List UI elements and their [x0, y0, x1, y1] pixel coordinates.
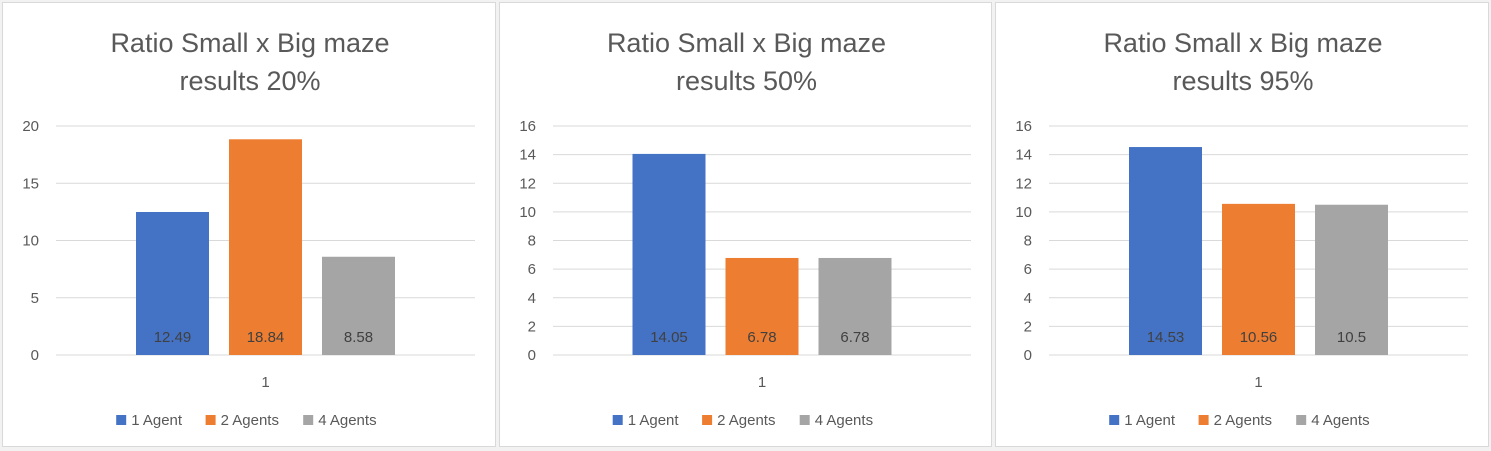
legend-label: 2 Agents: [717, 412, 775, 429]
y-tick-label: 14: [1015, 147, 1032, 164]
bar: [1222, 203, 1295, 355]
chart-title-line: results 50%: [676, 66, 817, 96]
bar-data-label: 6.78: [840, 329, 869, 346]
bar-data-label: 8.58: [344, 329, 373, 346]
y-tick-label: 8: [1024, 233, 1032, 250]
chart-svg-20: Ratio Small x Big maze results 20% 0 5 10 15 2…: [22, 28, 475, 429]
y-tick-label: 16: [1015, 118, 1032, 135]
chart-title-line: Ratio Small x Big maze: [607, 28, 886, 58]
y-tick-label: 0: [31, 347, 39, 364]
bar: [818, 257, 892, 355]
legend-label: 1 Agent: [131, 412, 183, 429]
bar-data-label: 14.05: [650, 329, 688, 346]
legend-label: 1 Agent: [628, 412, 680, 429]
legend-swatch: [799, 415, 810, 425]
bar: [725, 257, 799, 355]
bar-data-label: 12.49: [154, 329, 192, 346]
y-tick-label: 16: [519, 118, 536, 135]
x-category-label: 1: [1254, 374, 1262, 391]
legend-label: 4 Agents: [815, 412, 873, 429]
y-tick-label: 14: [519, 147, 536, 164]
legend-swatch: [1198, 415, 1209, 425]
legend-swatch: [116, 415, 127, 425]
y-tick-label: 10: [1015, 204, 1032, 221]
legend-label: 4 Agents: [1311, 412, 1369, 429]
chart-title-line: Ratio Small x Big maze: [110, 28, 389, 58]
y-tick-label: 0: [528, 347, 536, 364]
y-tick-label: 15: [22, 175, 39, 192]
x-category-label: 1: [758, 374, 766, 391]
y-tick-label: 10: [519, 204, 536, 221]
bar: [229, 139, 302, 355]
legend-swatch: [1109, 415, 1120, 425]
y-tick-label: 2: [1024, 318, 1032, 335]
bar: [136, 211, 209, 355]
y-tick-label: 12: [519, 175, 536, 192]
y-tick-label: 6: [528, 261, 536, 278]
bar: [1129, 147, 1202, 355]
legend-swatch: [702, 415, 713, 425]
legend-label: 2 Agents: [221, 412, 279, 429]
chart-svg-95: Ratio Small x Big maze results 95% 0 2 4 6 8 10…: [1015, 28, 1468, 429]
bar-data-label: 18.84: [247, 329, 285, 346]
bar: [1315, 204, 1388, 355]
bar: [632, 153, 706, 355]
bar-data-label: 6.78: [747, 329, 776, 346]
bar-data-label: 14.53: [1147, 329, 1185, 346]
bar-data-label: 10.56: [1240, 329, 1278, 346]
y-tick-label: 5: [31, 290, 39, 307]
chart-panel-20: Ratio Small x Big maze results 20% 0 5 10 15 2…: [2, 2, 496, 447]
y-tick-label: 4: [1024, 290, 1032, 307]
legend-swatch: [612, 415, 623, 425]
y-tick-label: 20: [22, 118, 39, 135]
chart-svg-50: Ratio Small x Big maze results 50% 0 2 4 6 8 10…: [519, 28, 971, 429]
y-tick-label: 10: [22, 233, 39, 250]
x-category-label: 1: [261, 374, 269, 391]
legend-swatch: [1296, 415, 1307, 425]
bar-data-label: 10.5: [1337, 329, 1366, 346]
legend-swatch: [205, 415, 216, 425]
bar: [322, 256, 395, 355]
y-tick-label: 0: [1024, 347, 1032, 364]
legend-label: 4 Agents: [318, 412, 376, 429]
y-tick-label: 6: [1024, 261, 1032, 278]
chart-title-line: results 95%: [1172, 66, 1313, 96]
y-tick-label: 2: [528, 318, 536, 335]
chart-panel-95: Ratio Small x Big maze results 95% 0 2 4 6 8 10…: [995, 2, 1489, 447]
legend-swatch: [303, 415, 314, 425]
chart-panel-50: Ratio Small x Big maze results 50% 0 2 4 6 8 10…: [499, 2, 992, 447]
y-tick-label: 12: [1015, 175, 1032, 192]
legend-label: 2 Agents: [1214, 412, 1272, 429]
y-tick-label: 8: [528, 233, 536, 250]
chart-title-line: Ratio Small x Big maze: [1103, 28, 1382, 58]
chart-title-line: results 20%: [179, 66, 320, 96]
legend-label: 1 Agent: [1124, 412, 1176, 429]
y-tick-label: 4: [528, 290, 536, 307]
